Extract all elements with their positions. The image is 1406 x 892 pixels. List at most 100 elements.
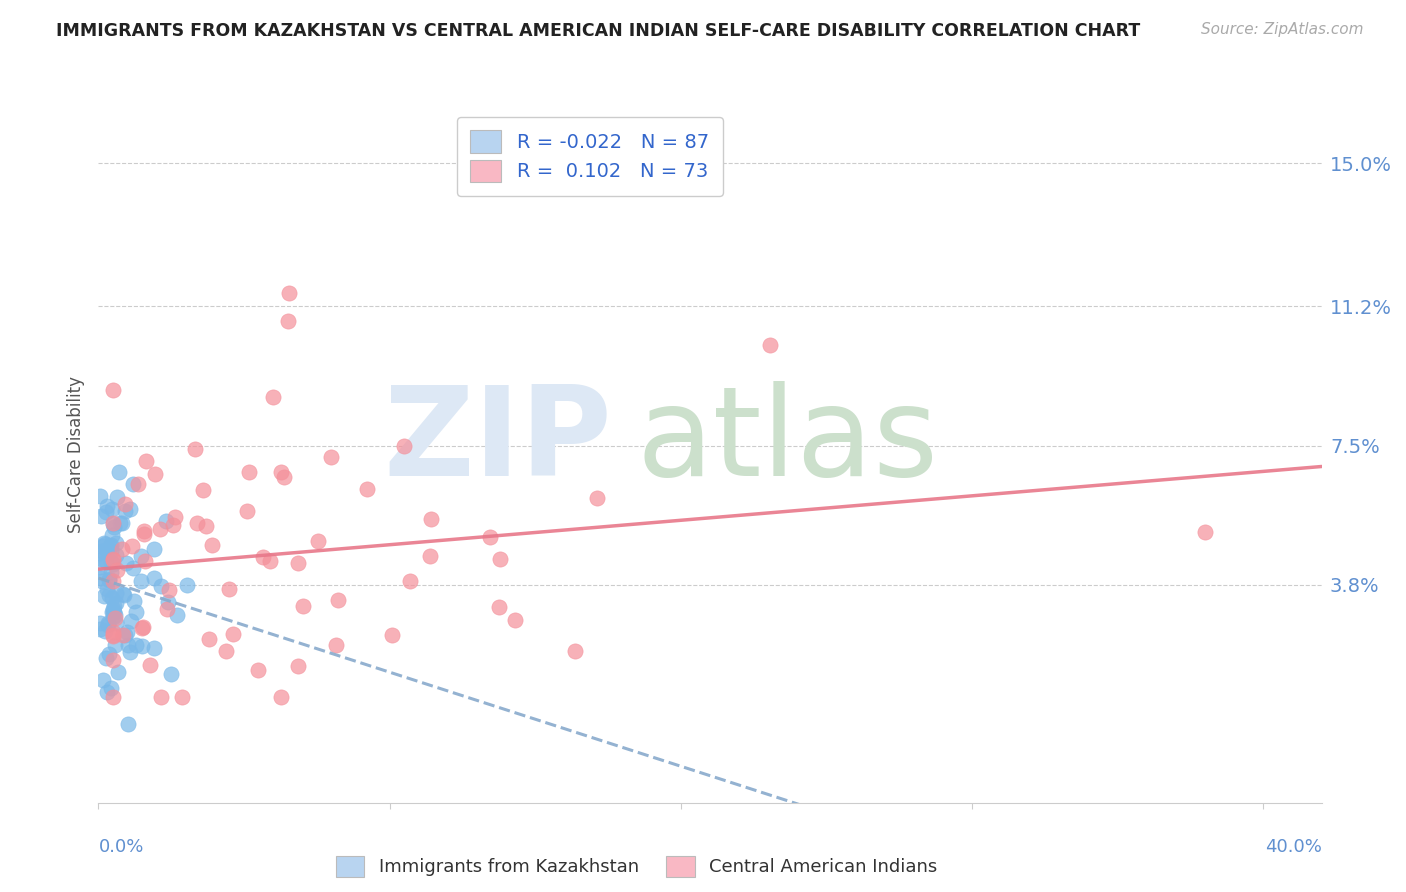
Point [162,518,184,533]
Point [105,563,128,577]
Point [114,628,136,642]
Point [326,592,349,607]
Point [122,477,145,491]
Point [90,574,112,588]
Point [101,629,124,643]
Y-axis label: Self-Care Disability: Self-Care Disability [67,376,86,533]
Point [103,638,125,652]
Point [105,596,128,610]
Text: atlas: atlas [637,381,939,501]
Point [132,524,155,538]
Point [420,512,443,526]
Point [246,663,269,677]
Point [104,607,127,622]
Point [96,544,118,558]
Point [277,285,299,300]
Point [142,571,165,585]
Point [101,653,124,667]
Point [195,519,218,533]
Point [101,605,124,619]
Point [166,607,188,622]
Point [759,337,782,351]
Point [149,579,172,593]
Point [101,552,124,566]
Point [124,638,146,652]
Point [90,552,112,566]
Point [100,544,122,558]
Point [198,632,221,646]
Point [135,454,157,468]
Point [89,560,111,574]
Point [259,554,281,568]
Point [96,582,118,596]
Point [238,465,260,479]
Point [112,588,135,602]
Point [103,602,125,616]
Point [97,647,120,661]
Point [143,640,166,655]
Point [118,501,141,516]
Point [273,470,295,484]
Point [121,561,143,575]
Point [505,613,527,627]
Point [262,390,284,404]
Point [287,659,309,673]
Point [115,625,138,640]
Point [96,685,118,699]
Point [101,383,124,397]
Point [89,489,111,503]
Point [118,644,141,658]
Text: ZIP: ZIP [384,381,612,501]
Point [96,651,118,665]
Point [101,516,124,530]
Point [125,605,148,619]
Point [129,574,152,588]
Point [93,537,115,551]
Point [96,499,118,513]
Point [176,578,198,592]
Point [215,644,238,658]
Point [325,639,347,653]
Point [101,625,124,640]
Point [104,616,127,631]
Point [101,551,124,566]
Point [120,614,142,628]
Point [100,566,122,580]
Point [103,605,125,619]
Point [104,548,127,562]
Point [107,665,129,679]
Point [143,542,166,557]
Point [277,314,299,328]
Point [89,616,111,631]
Point [93,536,115,550]
Point [89,623,111,637]
Text: 0.0%: 0.0% [98,838,143,856]
Point [132,620,155,634]
Point [101,605,124,619]
Point [156,602,179,616]
Point [132,527,155,541]
Point [392,438,416,452]
Point [100,538,122,552]
Point [89,571,111,585]
Point [117,638,139,652]
Point [98,588,121,602]
Point [163,509,186,524]
Point [111,542,134,557]
Point [131,639,153,653]
Point [101,690,124,705]
Point [155,514,177,528]
Point [90,544,112,558]
Point [104,536,127,550]
Point [101,574,124,588]
Point [112,587,135,601]
Point [101,628,124,642]
Point [94,505,117,519]
Point [101,610,124,624]
Point [115,556,138,570]
Point [307,533,329,548]
Point [292,599,315,613]
Point [89,546,111,560]
Point [98,573,121,587]
Point [222,627,245,641]
